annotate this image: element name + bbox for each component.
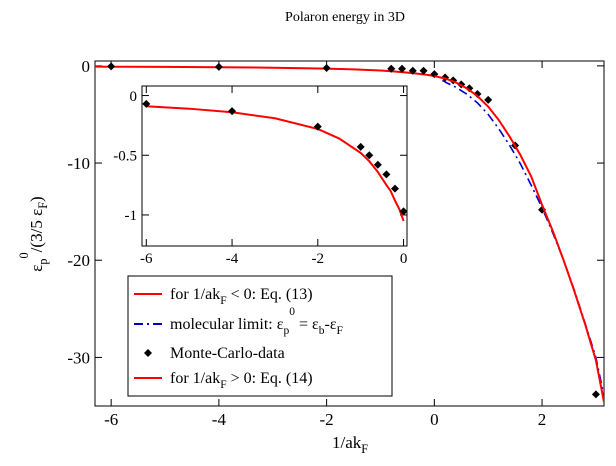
inset-frame: [141, 85, 408, 247]
inset-data-point: [382, 170, 391, 179]
main-data-point: [473, 90, 482, 99]
inset-data-point: [228, 107, 237, 116]
inset-data-point: [399, 207, 407, 216]
inset-x-tick-label: -6: [140, 251, 153, 267]
main-x-tick-label: -4: [212, 410, 227, 429]
main-x-tick-label: 0: [430, 410, 439, 429]
main-x-tick-label: 2: [538, 410, 547, 429]
legend: for 1/akF < 0: Eq. (13)molecular limit: …: [127, 275, 393, 397]
main-data-point: [387, 64, 396, 73]
main-data-point: [419, 66, 428, 75]
main-series-line-0: [95, 65, 435, 78]
legend-label: for 1/akF < 0: Eq. (13): [170, 286, 313, 307]
inset-data-point: [365, 151, 374, 160]
legend-label: Monte-Carlo-data: [170, 345, 285, 362]
main-x-tick-label: -6: [104, 410, 118, 429]
inset-x-tick-label: -4: [226, 251, 239, 267]
main-y-tick-label: -20: [67, 251, 90, 270]
inset-ticks: -6 -4 -2 0 0 -0.5 -1: [113, 86, 407, 267]
main-y-tick-label: -10: [67, 154, 90, 173]
inset-plot: -6 -4 -2 0 0 -0.5 -1: [113, 85, 408, 267]
main-series: [95, 62, 604, 403]
y-axis-label: εp0/(3/5 εF): [17, 196, 50, 271]
chart-title: Polaron energy in 3D: [285, 10, 405, 25]
inset-series-line-0: [146, 105, 405, 222]
inset-x-tick-label: -2: [312, 251, 325, 267]
inset-data-point: [356, 142, 365, 151]
legend-marker: [144, 349, 152, 357]
main-y-tick-label: -30: [67, 348, 90, 367]
main-data-point: [107, 62, 116, 71]
x-axis-label: 1/akF: [332, 433, 368, 456]
main-ticks: -6 -4 -2 0 20-10-20-30: [67, 57, 604, 429]
inset-x-tick-label: 0: [400, 251, 408, 267]
inset-data-point: [390, 184, 399, 193]
inset-y-tick-label: -0.5: [113, 149, 137, 165]
inset-data-point: [373, 160, 382, 169]
inset-data-point: [142, 99, 151, 108]
main-series-line-1: [442, 79, 604, 397]
main-data-point: [484, 95, 493, 104]
inset-y-tick-label: -1: [125, 208, 138, 224]
main-data-point: [408, 66, 417, 75]
main-data-point: [322, 63, 331, 72]
legend-label: for 1/akF > 0: Eq. (14): [170, 370, 313, 391]
inset-series: [142, 99, 407, 222]
legend-label: molecular limit: εp0 = εb-εF: [170, 306, 343, 337]
main-data-point: [398, 64, 407, 73]
main-data-point: [465, 84, 474, 93]
main-data-point: [214, 62, 223, 71]
legend-box: [127, 275, 393, 397]
inset-data-point: [313, 122, 322, 131]
main-data-point: [591, 390, 600, 399]
inset-y-tick-label: 0: [130, 89, 138, 105]
main-series-line-3: [434, 75, 604, 403]
main-y-tick-label: 0: [82, 57, 91, 76]
main-x-tick-label: -2: [320, 410, 334, 429]
